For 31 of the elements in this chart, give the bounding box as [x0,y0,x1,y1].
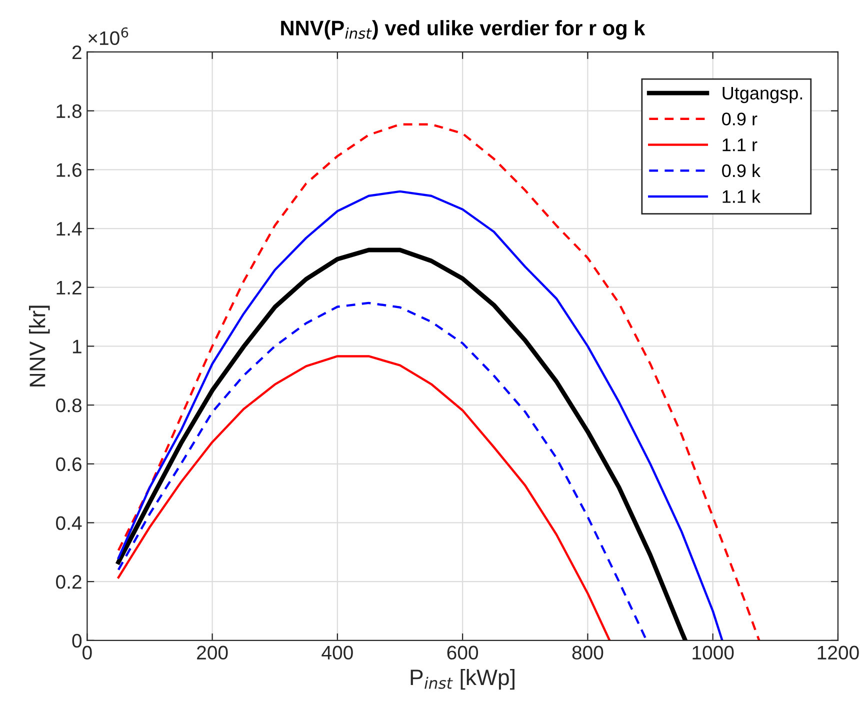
x-axis-title: P$_{inst}$ [kWp] [410,668,514,690]
legend-label: 1.1 k [722,190,761,203]
line-series [117,355,611,640]
y-tick-label: 1.2 [56,280,82,294]
x-tick-label: 600 [447,646,478,660]
legend-label: 0.9 r [722,112,758,126]
y-tick-label: 2 [72,45,82,60]
y-tick-label: 1 [72,340,82,354]
x-tick-label: 800 [572,646,604,660]
x-tick-label: 1200 [818,646,859,660]
line-series [117,302,648,640]
y-axis-title: NNV [kr] [29,306,50,386]
y-tick-label: 0.2 [56,575,82,589]
x-tick-label: 400 [322,646,353,660]
y-tick-label: 1.6 [56,163,82,177]
chart-title: NNV(P$_{inst}$) ved ulike verdier for r og k [281,20,646,40]
legend-label: Utgangsp. [722,86,802,104]
legend-label: 1.1 r [722,138,758,152]
line-series [117,190,724,640]
y-tick-label: 0 [72,634,82,648]
x-tick-label: 200 [197,646,228,660]
legend-label: 0.9 k [722,164,761,178]
y-tick-label: 1.4 [56,222,82,236]
x-tick-label: 1000 [692,646,734,660]
y-tick-label: 1.8 [56,104,82,118]
x-tick-label: 0 [82,646,92,660]
y-tick-label: 0.6 [56,457,82,472]
y-tick-label: 0.8 [56,398,82,412]
y-tick-label: 0.4 [56,516,82,530]
text: ×10$^{6}$ [88,27,128,46]
line-series [116,248,688,640]
